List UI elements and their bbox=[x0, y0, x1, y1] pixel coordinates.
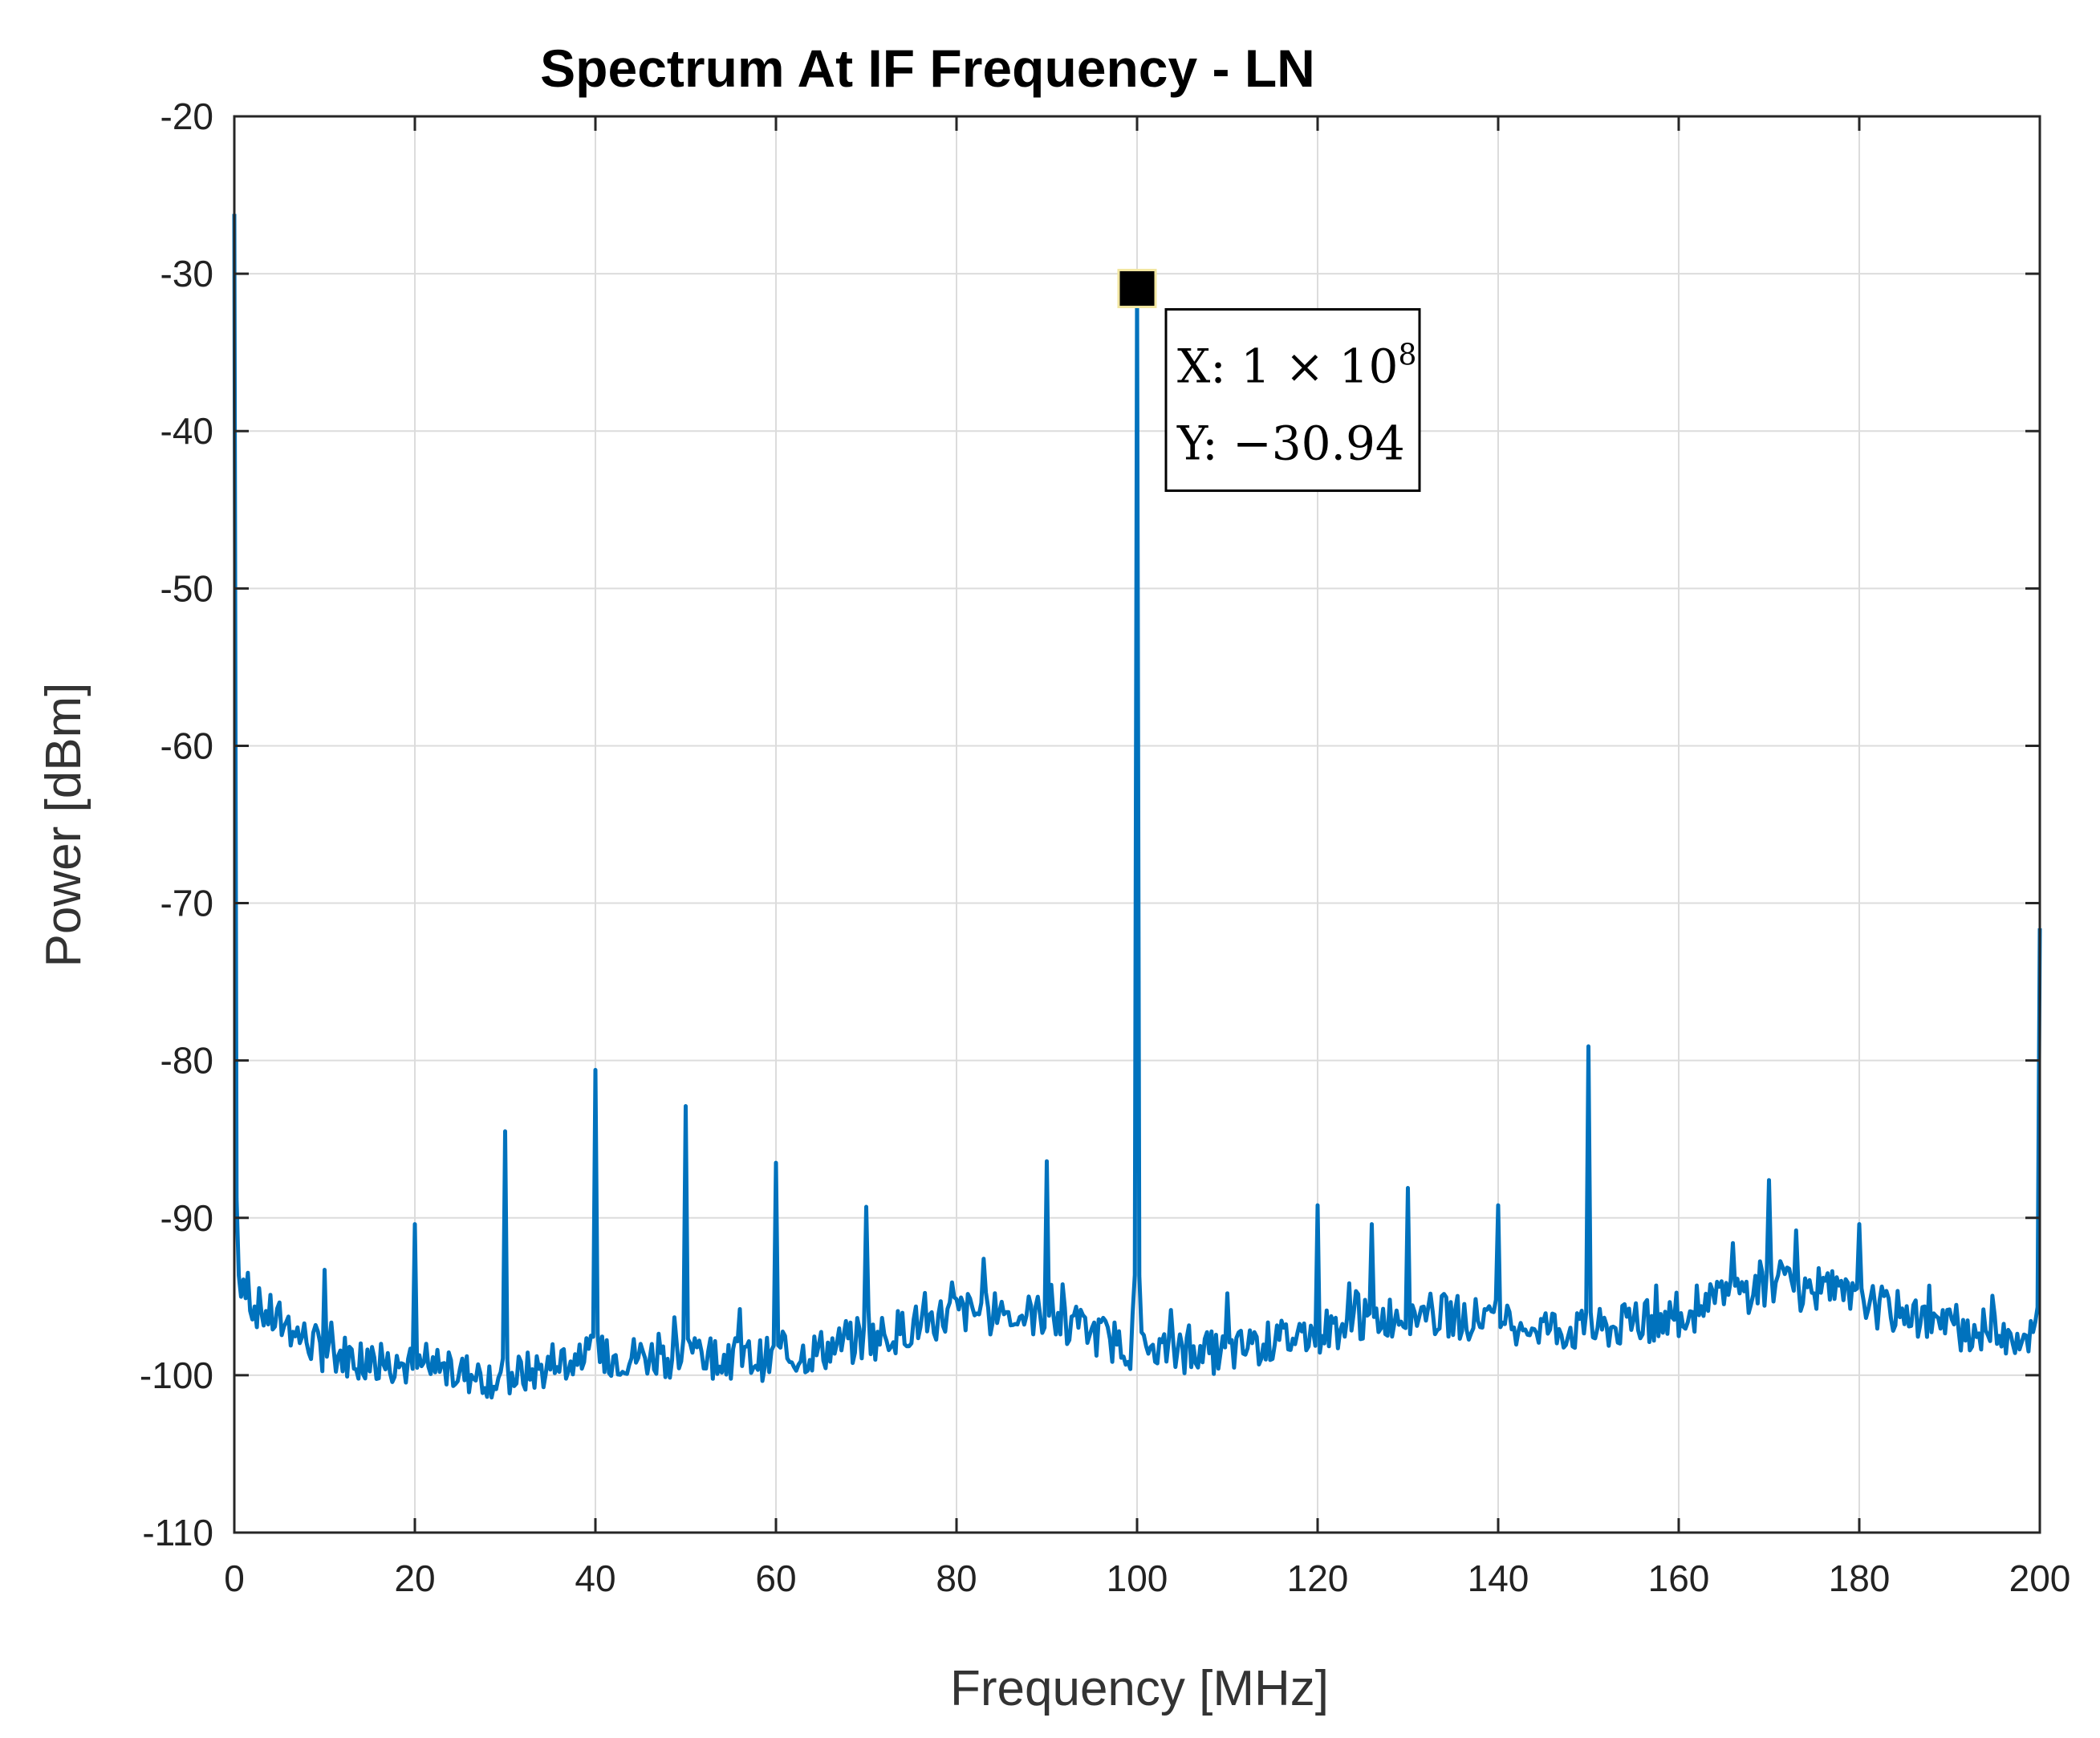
x-tick-label: 180 bbox=[1829, 1557, 1891, 1599]
axis-ticks: 0 20 40 60 80 100 120 140 160 180 200 -20 -30 -40 -50 -… bbox=[140, 95, 2070, 1599]
x-tick-label: 140 bbox=[1468, 1557, 1529, 1599]
chart-title: Spectrum At IF Frequency - LN bbox=[540, 39, 1315, 98]
x-tick-label: 160 bbox=[1648, 1557, 1710, 1599]
datatip-x-mantissa: X: 1 × 10 bbox=[1177, 339, 1398, 394]
y-tick-label: -60 bbox=[160, 725, 213, 766]
datatip-x-exponent: 8 bbox=[1398, 339, 1416, 372]
y-tick-label: -110 bbox=[142, 1512, 213, 1553]
datatip-box bbox=[1164, 308, 1421, 493]
y-tick-label: -30 bbox=[160, 253, 213, 294]
x-axis-label: Frequency [MHz] bbox=[950, 1661, 1329, 1716]
y-tick-label: -80 bbox=[160, 1040, 213, 1082]
datatip-y-value: Y: −30.94 bbox=[1176, 416, 1405, 471]
y-tick-label: -50 bbox=[160, 567, 213, 609]
x-tick-label: 200 bbox=[2009, 1557, 2071, 1599]
x-tick-label: 120 bbox=[1287, 1557, 1349, 1599]
x-tick-label: 100 bbox=[1107, 1557, 1168, 1599]
x-tick-label: 20 bbox=[394, 1557, 435, 1599]
x-tick-label: 40 bbox=[575, 1557, 615, 1599]
x-tick-label: 0 bbox=[224, 1557, 245, 1599]
y-tick-label: -90 bbox=[160, 1197, 213, 1239]
x-tick-label: 80 bbox=[936, 1557, 977, 1599]
y-tick-label: -70 bbox=[160, 883, 213, 924]
datatip[interactable]: X: 1 × 108 Y: −30.94 bbox=[1117, 269, 1421, 493]
datatip-marker[interactable] bbox=[1117, 269, 1157, 309]
y-axis-label: Power [dBm] bbox=[36, 683, 91, 968]
y-tick-label: -100 bbox=[140, 1354, 213, 1396]
datatip-x-value: X: 1 × 108 bbox=[1177, 339, 1416, 394]
y-tick-label: -40 bbox=[160, 410, 213, 452]
x-tick-label: 60 bbox=[755, 1557, 796, 1599]
y-tick-label: -20 bbox=[160, 95, 213, 137]
